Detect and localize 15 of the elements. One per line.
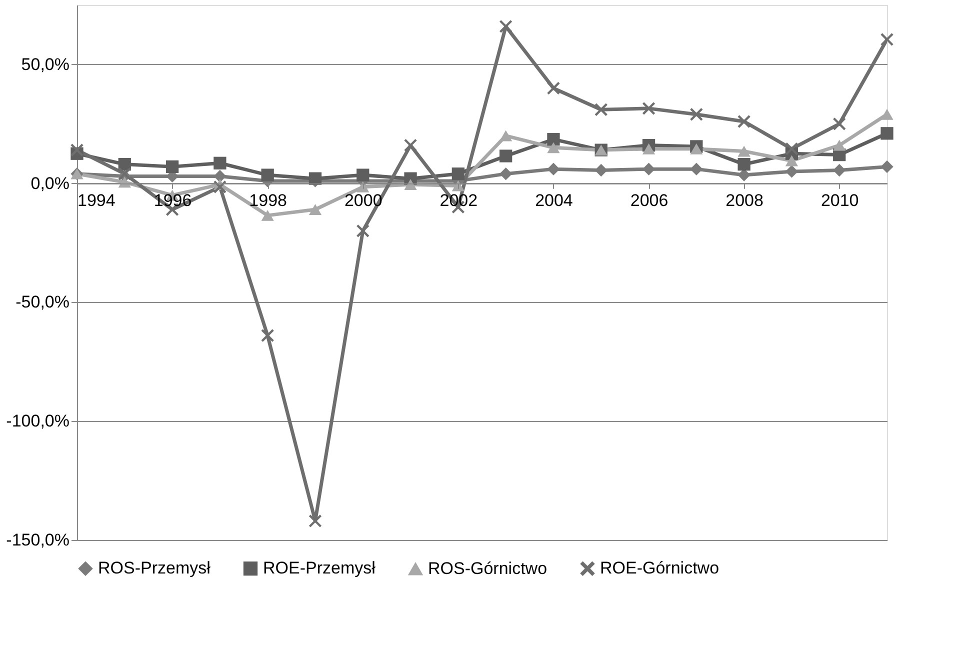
legend-label: ROS-Górnictwo xyxy=(428,559,548,578)
y-tick-label: 50,0% xyxy=(21,54,70,74)
y-tick-label: -100,0% xyxy=(6,412,70,431)
y-tick-label: 0,0% xyxy=(30,174,70,193)
x-tick-label: 2006 xyxy=(630,190,668,210)
x-tick-label: 2010 xyxy=(820,190,859,210)
x-tick-label: 2004 xyxy=(535,190,573,210)
legend-label: ROE-Przemysł xyxy=(263,558,376,578)
legend-label: ROS-Przemysł xyxy=(98,558,211,578)
x-tick-label: 1998 xyxy=(249,190,287,210)
x-tick-label: 1994 xyxy=(78,190,116,210)
y-tick-label: -150,0% xyxy=(6,530,70,550)
legend-label: ROE-Górnictwo xyxy=(600,558,720,578)
y-tick-label: -50,0% xyxy=(16,292,70,312)
x-tick-label: 2008 xyxy=(726,190,764,210)
